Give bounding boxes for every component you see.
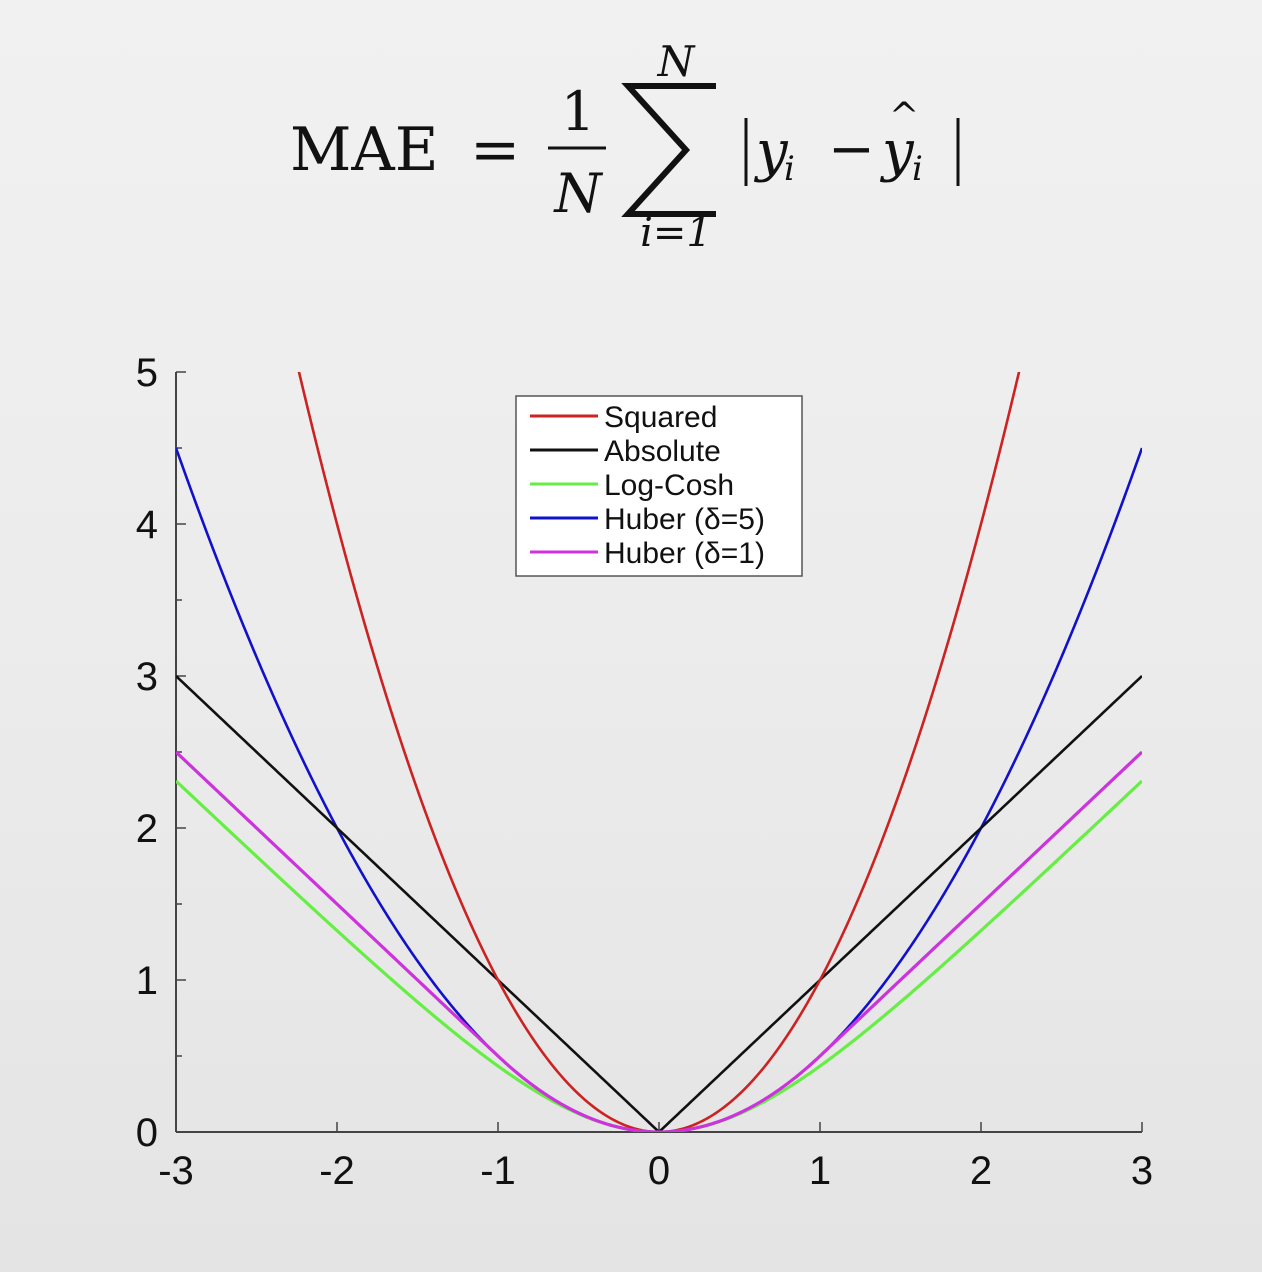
svg-text:i: i bbox=[784, 149, 795, 189]
y-tick-label: 5 bbox=[136, 351, 158, 395]
series-lines bbox=[176, 372, 1142, 1132]
y-ticks: 0 1 2 3 4 5 bbox=[136, 351, 186, 1155]
legend-label: Absolute bbox=[604, 435, 721, 468]
formula-sum-lower: i=1 bbox=[640, 210, 712, 256]
y-tick-label: 2 bbox=[136, 807, 158, 851]
formula-sum-upper: N bbox=[657, 37, 696, 86]
legend-label: Huber (δ=5) bbox=[604, 503, 765, 536]
axes: 0 1 2 3 4 5 -3 -2 -1 0 1 2 3 bbox=[136, 351, 1153, 1193]
y-tick-label: 3 bbox=[136, 655, 158, 699]
x-tick-label: -3 bbox=[158, 1149, 194, 1193]
series-line-squared bbox=[297, 372, 1021, 1132]
formula: MAE = 1 N N i=1 y i − y ^ i bbox=[290, 37, 960, 256]
svg-text:y: y bbox=[753, 119, 789, 184]
legend-label: Squared bbox=[604, 401, 717, 434]
series-line-log-cosh bbox=[176, 779, 1142, 1132]
formula-abs-term: y i − y ^ i bbox=[744, 96, 960, 189]
formula-lhs: MAE bbox=[290, 115, 439, 185]
series-line-absolute bbox=[176, 675, 1142, 1132]
x-tick-label: 1 bbox=[809, 1149, 831, 1193]
x-tick-label: -2 bbox=[319, 1149, 355, 1193]
svg-text:−: − bbox=[828, 117, 875, 182]
y-tick-label: 0 bbox=[136, 1111, 158, 1155]
svg-text:y: y bbox=[879, 119, 915, 184]
formula-equals: = bbox=[470, 115, 520, 185]
formula-fraction-denominator: N bbox=[552, 162, 603, 225]
x-tick-label: 0 bbox=[648, 1149, 670, 1193]
x-ticks: -3 -2 -1 0 1 2 3 bbox=[158, 1122, 1153, 1193]
formula-fraction-numerator: 1 bbox=[561, 80, 595, 143]
x-tick-label: -1 bbox=[480, 1149, 516, 1193]
legend-label: Huber (δ=1) bbox=[604, 537, 765, 570]
x-tick-label: 2 bbox=[970, 1149, 992, 1193]
legend-label: Log-Cosh bbox=[604, 469, 734, 502]
svg-text:i: i bbox=[912, 149, 923, 189]
legend-box bbox=[515, 395, 803, 577]
y-tick-label: 4 bbox=[136, 503, 158, 547]
formula-sum-symbol bbox=[621, 83, 716, 217]
series-line-huber-1 bbox=[176, 750, 1142, 1132]
y-tick-label: 1 bbox=[136, 959, 158, 1003]
x-tick-label: 3 bbox=[1131, 1149, 1153, 1193]
svg-text:^: ^ bbox=[889, 96, 919, 137]
